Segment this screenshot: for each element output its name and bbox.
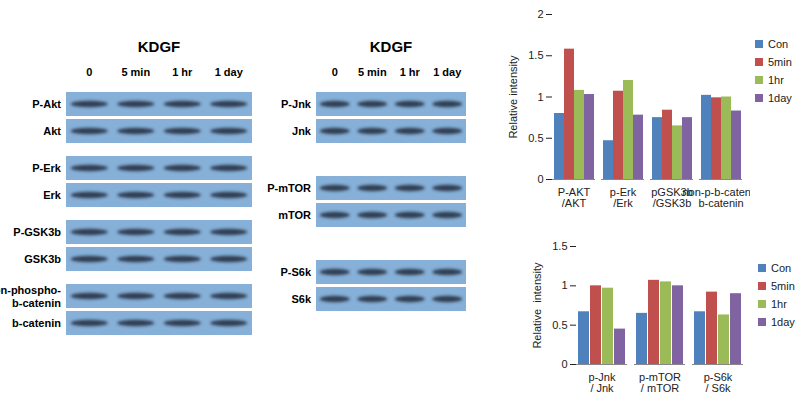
- svg-text:p-Erk/Erk: p-Erk/Erk: [610, 186, 637, 209]
- svg-text:1.5: 1.5: [552, 240, 567, 252]
- svg-text:mTOR: mTOR: [278, 209, 311, 221]
- svg-text:1 day: 1 day: [433, 66, 462, 78]
- svg-text:1 hr: 1 hr: [400, 66, 421, 78]
- svg-text:p-S6k/ S6k: p-S6k/ S6k: [704, 371, 733, 394]
- html-text:5min: 5min: [768, 56, 792, 68]
- html-text:/GSK3b: /GSK3b: [652, 197, 692, 210]
- html-text:5min: 5min: [771, 280, 795, 292]
- svg-text:Relative intensity: Relative intensity: [507, 55, 519, 139]
- html-text:1day: 1day: [771, 316, 795, 328]
- svg-text:0: 0: [537, 173, 543, 185]
- html-text:1day: 1day: [768, 92, 792, 104]
- svg-text:2: 2: [537, 8, 543, 20]
- svg-text:S6k: S6k: [291, 293, 311, 305]
- svg-text:KDGF: KDGF: [138, 38, 181, 55]
- svg-text:P-Akt: P-Akt: [32, 98, 61, 110]
- svg-text:Erk: Erk: [43, 189, 62, 201]
- html-text:pGSK3b: pGSK3b: [651, 186, 693, 199]
- html-text:Con: Con: [771, 262, 792, 274]
- svg-text:P-Jnk: P-Jnk: [281, 98, 312, 110]
- svg-text:P-mTOR: P-mTOR: [267, 182, 311, 194]
- svg-text:KDGF: KDGF: [370, 38, 413, 55]
- svg-text:1: 1: [537, 91, 543, 103]
- html-text:1hr: 1hr: [768, 74, 784, 86]
- svg-text:Akt: Akt: [43, 125, 61, 137]
- svg-text:p-Jnk/ Jnk: p-Jnk/ Jnk: [589, 371, 616, 394]
- svg-text:0: 0: [86, 66, 92, 78]
- svg-text:P-S6k: P-S6k: [280, 266, 311, 278]
- svg-text:1.5: 1.5: [528, 49, 543, 61]
- html-text:Con: Con: [768, 38, 789, 50]
- svg-text:Relative intensity: Relative intensity: [531, 262, 543, 349]
- svg-text:5 min: 5 min: [121, 66, 150, 78]
- svg-text:1 hr: 1 hr: [172, 66, 193, 78]
- html-text:1hr: 1hr: [771, 298, 787, 310]
- svg-text:1: 1: [561, 279, 567, 291]
- svg-text:0: 0: [561, 358, 567, 370]
- svg-text:non-p-b-cateninb-catenin: non-p-b-cateninb-catenin: [682, 186, 750, 209]
- svg-text:P-Erk: P-Erk: [32, 162, 62, 174]
- svg-text:b-catenin: b-catenin: [12, 317, 61, 329]
- svg-text:GSK3b: GSK3b: [24, 253, 61, 265]
- svg-text:Non-phospho-b-catenin: Non-phospho-b-catenin: [0, 284, 61, 309]
- svg-text:P-GSK3b: P-GSK3b: [13, 226, 61, 238]
- svg-text:0.5: 0.5: [552, 319, 567, 331]
- svg-text:5 min: 5 min: [358, 66, 387, 78]
- svg-text:0.5: 0.5: [528, 132, 543, 144]
- svg-text:1 day: 1 day: [215, 66, 244, 78]
- svg-text:P-AKT/AKT: P-AKT/AKT: [558, 186, 591, 209]
- svg-text:0: 0: [332, 66, 338, 78]
- svg-text:Jnk: Jnk: [292, 125, 312, 137]
- svg-text:p-mTOR/ mTOR: p-mTOR/ mTOR: [639, 371, 681, 394]
